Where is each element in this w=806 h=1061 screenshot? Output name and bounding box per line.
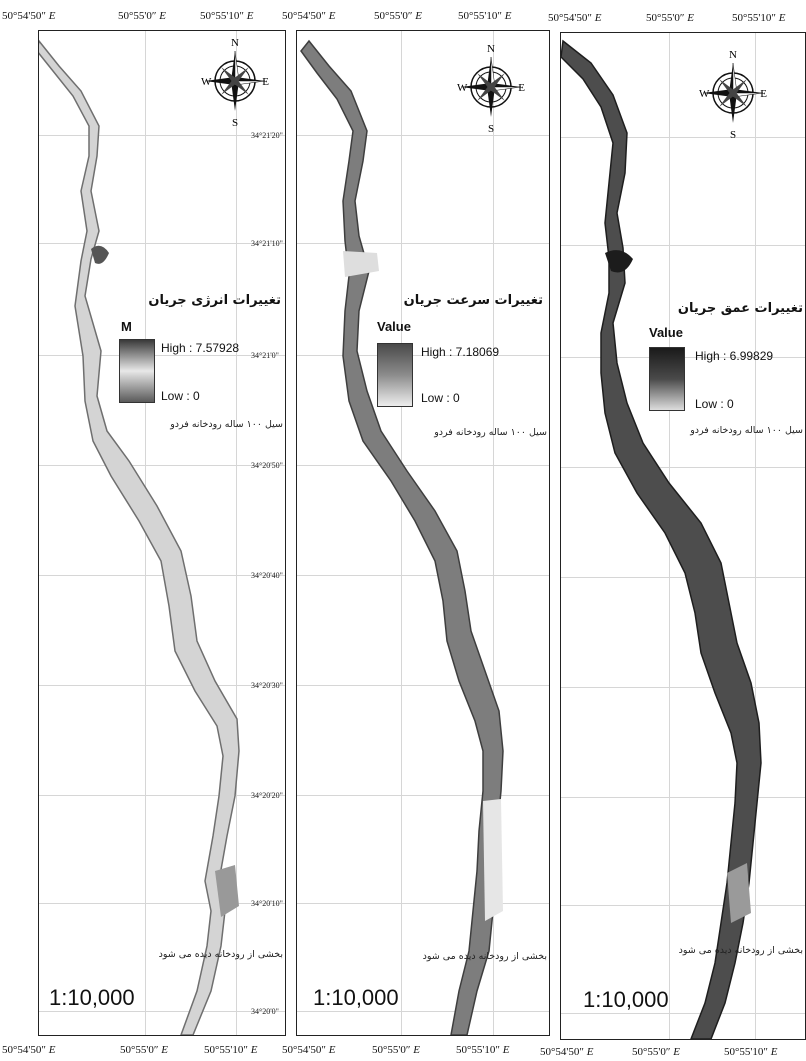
- lat-label: 34°21'20": [251, 131, 283, 140]
- compass-w: W: [201, 76, 212, 88]
- map-panel-energy: 34°21'20" 34°21'10" 34°21'0" 34°20'50" 3…: [38, 30, 286, 1036]
- legend-unit: Value: [649, 325, 683, 340]
- color-ramp: [377, 343, 413, 407]
- compass-w: W: [699, 88, 710, 100]
- legend-low: Low : 0: [161, 389, 200, 403]
- legend-title: تغییرات سرعت جریان: [403, 293, 543, 308]
- scale-label: 1:10,000: [313, 985, 399, 1010]
- legend-low: Low : 0: [695, 397, 734, 411]
- top-coord-p2-3: 50°55'10″ E: [458, 10, 512, 22]
- map-caption: سیل ۱۰۰ ساله رودخانه فردو: [434, 427, 547, 438]
- legend-unit: M: [121, 319, 132, 334]
- compass-s: S: [488, 123, 494, 133]
- top-coord-p2-2: 50°55'0″ E: [374, 10, 422, 22]
- lat-label: 34°21'0": [251, 351, 279, 360]
- compass-rose-icon: N S E W: [699, 49, 767, 139]
- compass-rose-icon: N S E W: [201, 37, 269, 127]
- top-coord-p1-1: 50°54'50″ E: [2, 10, 56, 22]
- compass-w: W: [457, 82, 468, 94]
- top-coord-p3-3: 50°55'10″ E: [732, 12, 786, 24]
- lat-label: 34°20'0": [251, 1007, 279, 1016]
- top-coord-p2-1: 50°54'50″ E: [282, 10, 336, 22]
- color-ramp: [119, 339, 155, 403]
- map-caption: سیل ۱۰۰ ساله رودخانه فردو: [170, 419, 283, 430]
- bottom-coord-p3-2: 50°55'0″ E: [632, 1046, 680, 1058]
- legend-high: High : 7.18069: [421, 345, 500, 359]
- scale-label: 1:10,000: [49, 985, 135, 1010]
- legend-high: High : 6.99829: [695, 349, 774, 363]
- lat-label: 34°21'10": [251, 239, 283, 248]
- lat-label: 34°20'20": [251, 791, 283, 800]
- scale-label: 1:10,000: [583, 987, 669, 1012]
- bottom-coord-p3-3: 50°55'10″ E: [724, 1046, 778, 1058]
- compass-e: E: [518, 82, 525, 94]
- compass-s: S: [232, 117, 238, 127]
- map-note: بخشی از رودخانه دیده می شود: [422, 951, 547, 962]
- compass-e: E: [262, 76, 269, 88]
- top-coord-p3-2: 50°55'0″ E: [646, 12, 694, 24]
- legend-high: High : 7.57928: [161, 341, 240, 355]
- compass-n: N: [729, 49, 737, 61]
- map-note: بخشی از رودخانه دیده می شود: [158, 949, 283, 960]
- legend-title: تغییرات انرژی جریان: [148, 293, 281, 308]
- legend-unit: Value: [377, 319, 411, 334]
- lat-label: 34°20'50": [251, 461, 283, 470]
- compass-n: N: [487, 43, 495, 55]
- compass-n: N: [231, 37, 239, 49]
- bottom-coord-p1-1: 50°54'50″ E: [2, 1044, 56, 1056]
- top-coord-p3-1: 50°54'50″ E: [548, 12, 602, 24]
- bottom-coord-p1-3: 50°55'10″ E: [204, 1044, 258, 1056]
- top-coord-p1-3: 50°55'10″ E: [200, 10, 254, 22]
- bottom-coord-p3-1: 50°54'50″ E: [540, 1046, 594, 1058]
- river-map-depth: [561, 39, 762, 1039]
- map-caption: سیل ۱۰۰ ساله رودخانه فردو: [690, 425, 803, 436]
- legend-title: تغییرات عمق جریان: [677, 301, 803, 316]
- bottom-coord-p2-1: 50°54'50″ E: [282, 1044, 336, 1056]
- legend-low: Low : 0: [421, 391, 460, 405]
- color-ramp: [649, 347, 685, 411]
- compass-rose-icon: N S E W: [457, 43, 525, 133]
- lat-label: 34°20'10": [251, 899, 283, 908]
- compass-s: S: [730, 129, 736, 139]
- bottom-coord-p2-3: 50°55'10″ E: [456, 1044, 510, 1056]
- river-map-velocity: [300, 39, 504, 1035]
- lat-label: 34°20'30": [251, 681, 283, 690]
- map-panel-velocity: N S E W تغییرات سرعت جریان Value High : …: [296, 30, 550, 1036]
- bottom-coord-p1-2: 50°55'0″ E: [120, 1044, 168, 1056]
- lat-label: 34°20'40": [251, 571, 283, 580]
- bottom-coord-p2-2: 50°55'0″ E: [372, 1044, 420, 1056]
- river-map-energy: [39, 39, 240, 1035]
- map-panel-depth: N S E W تغییرات عمق جریان Value High : 6…: [560, 32, 806, 1040]
- compass-e: E: [760, 88, 767, 100]
- top-coord-p1-2: 50°55'0″ E: [118, 10, 166, 22]
- map-note: بخشی از رودخانه دیده می شود: [678, 945, 803, 956]
